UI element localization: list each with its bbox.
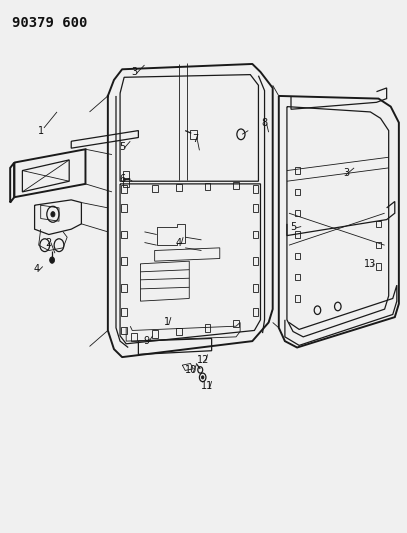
Text: 8: 8 <box>261 118 268 127</box>
Bar <box>253 308 258 316</box>
Bar <box>205 183 210 190</box>
Bar <box>253 185 258 193</box>
Bar <box>233 320 239 327</box>
Bar <box>376 263 381 270</box>
Text: 1: 1 <box>37 126 44 135</box>
Text: 4: 4 <box>33 264 40 274</box>
Bar <box>376 242 381 248</box>
Bar <box>253 204 258 212</box>
Bar <box>233 182 239 189</box>
Circle shape <box>201 376 204 379</box>
Bar <box>176 328 182 335</box>
Text: 7: 7 <box>192 134 199 143</box>
Bar <box>121 327 127 334</box>
Bar <box>295 210 300 216</box>
Bar <box>295 295 300 302</box>
Bar <box>253 284 258 292</box>
Bar <box>253 231 258 238</box>
Bar <box>121 284 127 292</box>
Bar <box>121 185 127 193</box>
Bar <box>295 253 300 259</box>
Text: 1: 1 <box>164 318 170 327</box>
Bar <box>121 204 127 212</box>
Text: 3: 3 <box>343 168 349 178</box>
Text: 2: 2 <box>46 238 52 247</box>
Bar <box>295 274 300 280</box>
Text: 10: 10 <box>185 366 197 375</box>
Circle shape <box>51 212 55 217</box>
Bar <box>376 221 381 227</box>
Bar <box>190 130 197 139</box>
Bar <box>123 171 129 179</box>
Text: 5: 5 <box>119 142 125 151</box>
Bar <box>152 185 158 192</box>
Bar <box>253 257 258 265</box>
Bar <box>295 189 300 195</box>
Text: 11: 11 <box>201 382 214 391</box>
Bar <box>121 257 127 265</box>
Bar <box>152 330 158 338</box>
Bar <box>205 324 210 332</box>
Text: 4: 4 <box>176 238 182 247</box>
Text: 3: 3 <box>131 67 138 77</box>
Bar <box>131 333 137 341</box>
Text: 9: 9 <box>143 336 150 346</box>
Circle shape <box>50 257 55 263</box>
Bar <box>176 184 182 191</box>
Text: 12: 12 <box>197 355 210 365</box>
Bar <box>121 308 127 316</box>
Bar <box>121 231 127 238</box>
Bar <box>295 231 300 238</box>
Text: 90379 600: 90379 600 <box>12 16 88 30</box>
Text: 5: 5 <box>290 222 296 231</box>
Text: 13: 13 <box>364 259 376 269</box>
Bar <box>123 178 129 187</box>
Bar <box>295 167 300 174</box>
Text: 6: 6 <box>119 174 125 183</box>
